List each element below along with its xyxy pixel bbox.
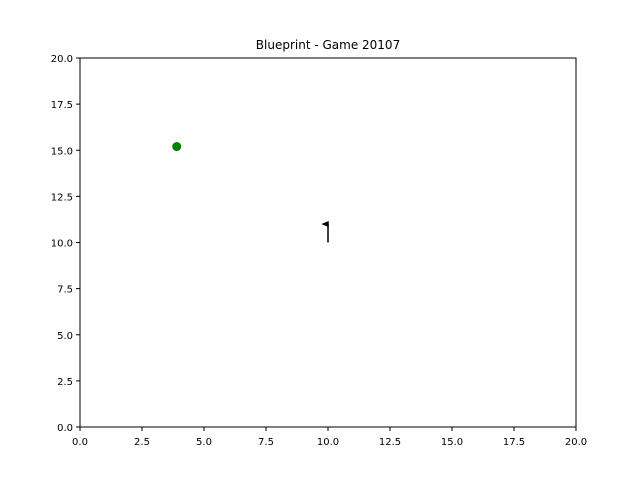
y-tick-label: 5.0	[57, 331, 73, 342]
y-tick-label: 10.0	[51, 239, 73, 250]
y-axis: 0.0 2.5 5.0 7.5 10.0 12.5 15.0 17.5 20.0	[51, 54, 80, 434]
y-tick-label: 0.0	[57, 423, 73, 434]
y-tick-label: 20.0	[51, 54, 73, 65]
x-tick-label: 20.0	[565, 437, 587, 448]
y-tick-label: 2.5	[57, 377, 73, 388]
x-tick-label: 15.0	[441, 437, 463, 448]
y-tick-label: 15.0	[51, 146, 73, 157]
x-tick-label: 10.0	[317, 437, 339, 448]
x-tick-label: 7.5	[258, 437, 274, 448]
y-tick-label: 17.5	[51, 100, 73, 111]
x-axis: 0.0 2.5 5.0 7.5 10.0 12.5 15.0 17.5 20.0	[72, 427, 587, 448]
chart-title: Blueprint - Game 20107	[256, 38, 400, 52]
x-tick-label: 17.5	[503, 437, 525, 448]
x-tick-label: 2.5	[134, 437, 150, 448]
y-tick-label: 12.5	[51, 192, 73, 203]
x-tick-label: 5.0	[196, 437, 212, 448]
plot-area	[172, 142, 329, 243]
x-tick-label: 12.5	[379, 437, 401, 448]
scatter-point	[172, 142, 182, 152]
y-tick-label: 7.5	[57, 285, 73, 296]
x-tick-label: 0.0	[72, 437, 88, 448]
